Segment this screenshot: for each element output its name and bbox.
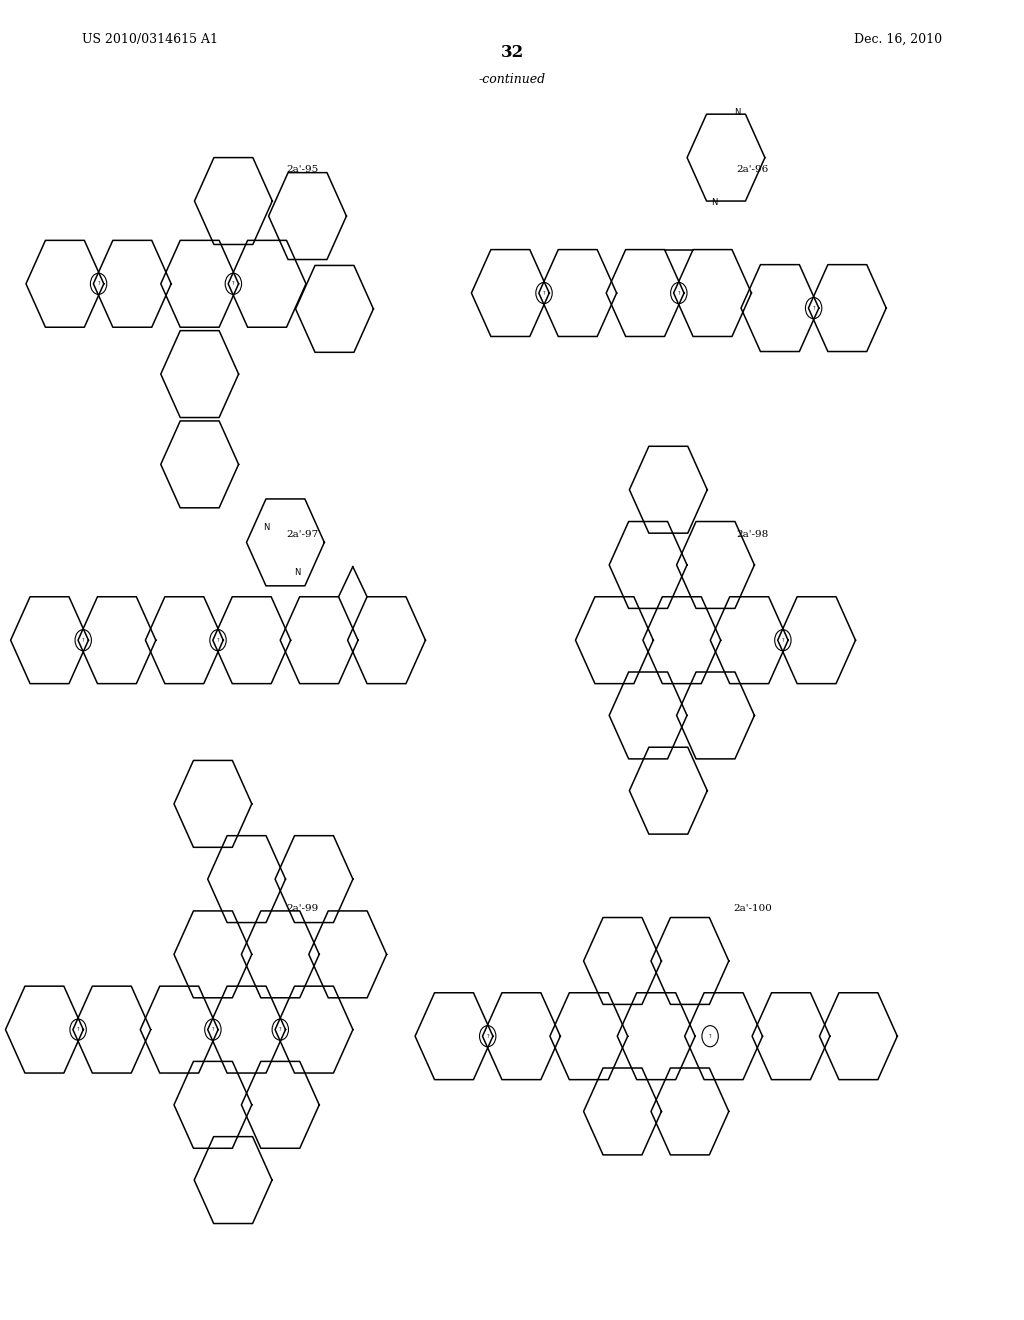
Text: 32: 32 — [501, 44, 523, 61]
Text: -continued: -continued — [478, 73, 546, 86]
Text: ?: ? — [279, 1027, 282, 1032]
Text: ?: ? — [678, 290, 680, 296]
Text: ?: ? — [232, 281, 234, 286]
Text: N: N — [711, 198, 718, 207]
Text: ?: ? — [812, 306, 815, 310]
Text: ?: ? — [77, 1027, 80, 1032]
Text: US 2010/0314615 A1: US 2010/0314615 A1 — [82, 33, 218, 46]
Text: 2a'-97: 2a'-97 — [286, 529, 318, 539]
Text: ?: ? — [781, 638, 784, 643]
Text: 2a'-99: 2a'-99 — [286, 904, 318, 913]
Text: N: N — [734, 108, 740, 117]
Text: 2a'-95: 2a'-95 — [286, 165, 318, 174]
Text: ?: ? — [82, 638, 85, 643]
Text: ?: ? — [97, 281, 100, 286]
Text: 2a'-98: 2a'-98 — [736, 529, 769, 539]
Text: N: N — [294, 568, 300, 577]
Text: 2a'-96: 2a'-96 — [736, 165, 769, 174]
Text: ?: ? — [543, 290, 546, 296]
Text: ?: ? — [217, 638, 219, 643]
Text: ?: ? — [486, 1034, 489, 1039]
Text: ?: ? — [709, 1034, 712, 1039]
Text: Dec. 16, 2010: Dec. 16, 2010 — [854, 33, 942, 46]
Text: 2a'-100: 2a'-100 — [733, 904, 772, 913]
Text: N: N — [263, 523, 269, 532]
Text: ?: ? — [212, 1027, 214, 1032]
